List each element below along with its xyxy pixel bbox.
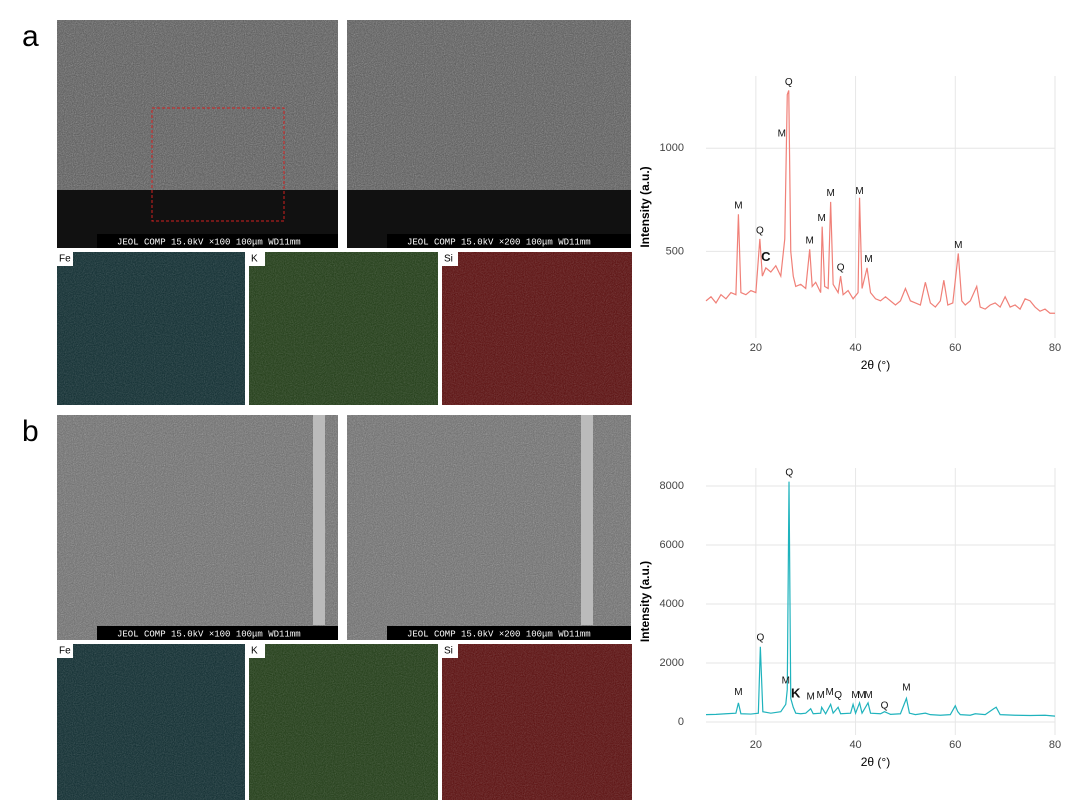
roi-box [151,107,285,222]
map-label: Fe [59,646,71,657]
x-tick-label: 60 [949,342,961,354]
map-label: Si [444,254,453,265]
peak-label: Q [785,467,793,478]
map-label-bg [249,252,265,266]
sem-caption: JEOL COMP 15.0kV ×100 100μm WD11mm [117,237,301,247]
element-map-signal [442,644,632,800]
y-tick-label: 2000 [660,657,684,669]
x-axis-label: 2θ (°) [861,755,890,769]
sem-texture [57,415,338,640]
map-label-bg [57,644,73,658]
peak-label: Q [785,77,793,88]
map-label-bg [442,644,458,658]
peak-label: M [816,690,824,701]
y-tick-label: 8000 [660,480,684,492]
map-label: K [251,646,258,657]
element-map-signal [249,644,438,800]
sem-caption-bar [97,626,338,640]
peak-label: M [864,254,872,265]
panel-label: a [22,20,39,53]
y-tick-label: 4000 [660,598,684,610]
xrd-line [705,481,1056,717]
y-axis-label: Intensity (a.u.) [638,561,652,642]
peak-label: Q [881,700,889,711]
map-label-bg [249,644,265,658]
map-label-bg [57,252,73,266]
element-map-signal [57,644,245,800]
y-tick-label: 0 [678,716,684,728]
peak-label: C [761,249,771,264]
x-tick-label: 40 [849,342,861,354]
peak-label: Q [756,225,764,236]
x-tick-label: 60 [949,739,961,751]
peak-label: K [791,685,801,700]
peak-label: M [806,236,814,247]
sem-caption: JEOL COMP 15.0kV ×200 100μm WD11mm [407,629,591,639]
sem-caption: JEOL COMP 15.0kV ×100 100μm WD11mm [117,629,301,639]
sem-caption-bar [387,234,631,248]
element-map-signal [442,252,632,405]
sem-caption-bar [387,626,631,640]
peak-label: M [954,240,962,251]
sem-edge [313,415,325,625]
peak-label: Q [756,633,764,644]
x-tick-label: 40 [849,739,861,751]
peak-label: M [851,690,859,701]
sem-edge [581,415,593,625]
peak-label: Q [834,690,842,701]
y-axis-label: Intensity (a.u.) [638,166,652,247]
x-tick-label: 20 [750,739,762,751]
peak-label: M [864,690,872,701]
map-label: Si [444,646,453,657]
y-tick-label: 6000 [660,539,684,551]
sem-caption: JEOL COMP 15.0kV ×200 100μm WD11mm [407,237,591,247]
peak-label: M [902,683,910,694]
x-axis-label: 2θ (°) [861,358,890,372]
peak-label: M [817,213,825,224]
element-map-signal [249,252,438,405]
element-map-signal [57,252,245,405]
x-tick-label: 20 [750,342,762,354]
xrd-line [705,90,1055,314]
peak-label: M [734,687,742,698]
peak-label: M [782,675,790,686]
peak-label: M [734,201,742,212]
x-tick-label: 80 [1049,739,1061,751]
sem-caption-bar [97,234,338,248]
panel-label: b [22,415,39,448]
map-label-bg [442,252,458,266]
map-label: Fe [59,254,71,265]
map-label: K [251,254,258,265]
peak-label: M [778,128,786,139]
y-tick-label: 1000 [660,142,684,154]
x-tick-label: 80 [1049,342,1061,354]
peak-label: M [825,687,833,698]
peak-label: M [826,188,834,199]
peak-label: M [857,690,865,701]
peak-label: M [855,186,863,197]
y-tick-label: 500 [666,245,684,257]
peak-label: Q [837,262,845,273]
peak-label: M [807,692,815,703]
